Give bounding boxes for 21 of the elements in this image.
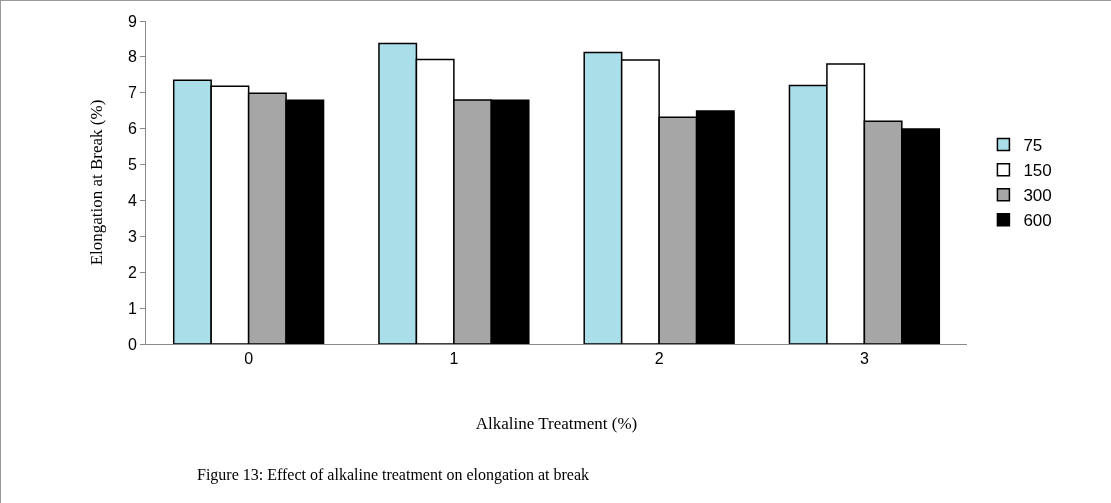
legend-label: 600 <box>1023 211 1052 231</box>
y-tick-label: 7 <box>127 84 137 102</box>
y-tick-label: 6 <box>127 120 137 138</box>
y-tick-label: 5 <box>127 156 137 174</box>
x-tick-label: 3 <box>859 350 869 368</box>
y-axis-title: Elongation at Break (%) <box>87 99 107 266</box>
caption: Figure 13: Effect of alkaline treatment on elongation at break <box>197 466 590 484</box>
y-tick-label: 1 <box>127 299 137 317</box>
legend-label: 150 <box>1023 161 1052 181</box>
y-tick-label: 3 <box>127 227 137 245</box>
y-tick-label: 2 <box>127 263 137 281</box>
x-tick-label: 2 <box>654 350 664 368</box>
x-axis-title: Alkaline Treatment (%) <box>475 413 638 433</box>
y-tick-label: 9 <box>127 12 137 30</box>
x-tick-label: 0 <box>244 350 254 368</box>
legend-label: 300 <box>1023 186 1052 206</box>
legend-label: 75 <box>1023 136 1043 156</box>
x-tick-label: 1 <box>449 350 459 368</box>
y-tick-label: 0 <box>127 335 137 353</box>
y-tick-label: 8 <box>127 48 137 66</box>
y-tick-label: 4 <box>127 192 137 210</box>
